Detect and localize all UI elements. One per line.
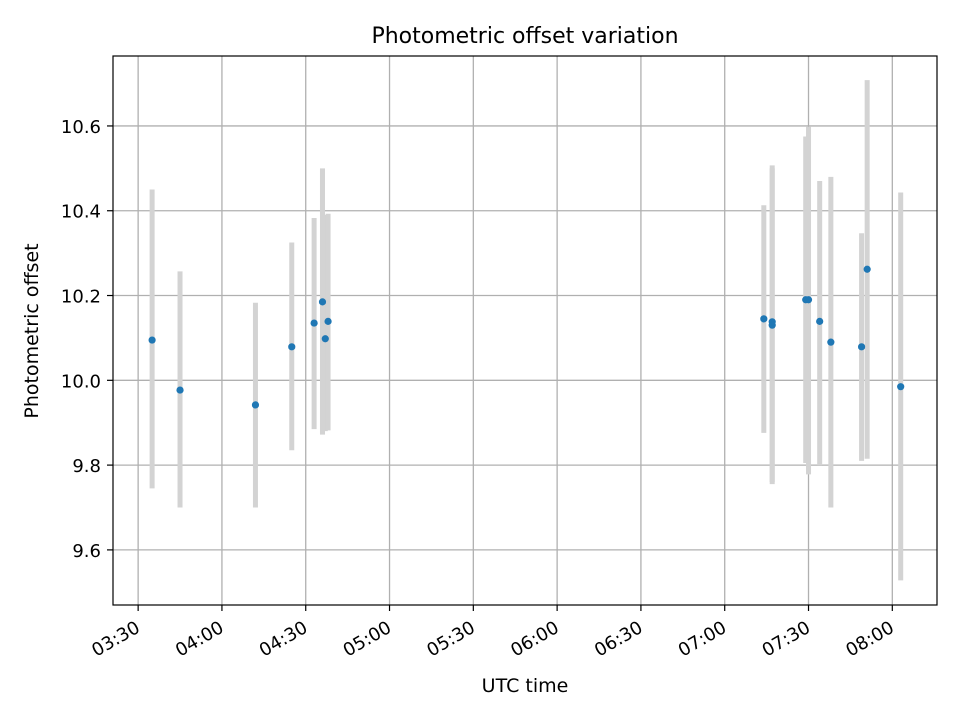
data-point <box>768 321 776 329</box>
data-point <box>760 315 768 323</box>
y-tick-label: 10.2 <box>61 287 101 308</box>
grid-lines <box>113 56 937 605</box>
data-point <box>251 401 260 409</box>
y-tick-label: 10.6 <box>61 117 101 138</box>
data-point <box>816 317 824 325</box>
data-point <box>321 335 329 343</box>
data-point <box>857 343 866 351</box>
y-tick-label: 10.0 <box>61 371 101 392</box>
y-axis-ticks: 9.6 9.8 10.0 10.2 10.4 10.6 <box>61 117 113 562</box>
data-point <box>804 296 813 304</box>
y-axis-label: Photometric offset <box>21 243 43 418</box>
data-points <box>148 265 905 409</box>
data-point <box>288 343 296 351</box>
chart-title: Photometric offset variation <box>371 24 678 49</box>
data-point <box>148 336 156 344</box>
plot-frame <box>112 55 938 606</box>
x-axis-label: UTC time <box>482 675 569 697</box>
data-point <box>176 386 184 394</box>
data-point <box>324 317 332 325</box>
data-point <box>310 319 318 327</box>
data-point <box>318 298 327 306</box>
y-tick-label: 9.6 <box>72 541 101 562</box>
data-point <box>827 338 835 346</box>
y-tick-label: 10.4 <box>61 202 101 223</box>
y-tick-label: 9.8 <box>72 456 101 477</box>
data-point <box>863 265 871 273</box>
data-point <box>897 383 905 391</box>
